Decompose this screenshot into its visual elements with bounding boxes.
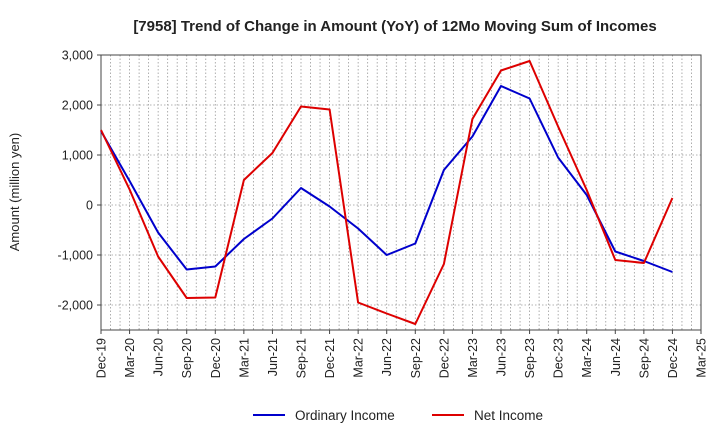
x-tick-label: Dec-19: [95, 338, 109, 378]
plot-area: 3,000 2,000 1,000 0 -1,000 -2,000 Dec-19 Mar-20…: [58, 49, 709, 379]
y-tick-label: 2,000: [62, 99, 93, 113]
x-tick-label: Sep-20: [180, 338, 194, 378]
y-tick-label: -2,000: [58, 299, 93, 313]
x-tick-label: Sep-22: [409, 338, 423, 378]
y-tick-label: 0: [86, 199, 93, 213]
chart-title: [7958] Trend of Change in Amount (YoY) o…: [133, 18, 656, 35]
plot-frame: [100, 54, 702, 331]
legend-label-ordinary-income: Ordinary Income: [295, 408, 395, 423]
x-tick-label: Sep-21: [295, 338, 309, 378]
x-tick-label: Jun-22: [380, 338, 394, 376]
series-line-ordinary-income: [100, 85, 673, 273]
legend-label-net-income: Net Income: [474, 408, 543, 423]
x-tick-label: Mar-25: [695, 338, 709, 378]
x-tick-label: Jun-21: [266, 338, 280, 376]
y-axis-title: Amount (million yen): [7, 133, 22, 252]
x-tick-label: Mar-21: [237, 338, 251, 378]
x-tick-label: Dec-21: [323, 338, 337, 378]
x-tick-label: Dec-24: [666, 338, 680, 378]
y-tick-label: -1,000: [58, 249, 93, 263]
x-tick-label: Sep-24: [637, 338, 651, 378]
x-tick-label: Mar-22: [352, 338, 366, 378]
plot-background: [101, 55, 701, 330]
x-tick-label: Sep-23: [523, 338, 537, 378]
x-tick-label: Dec-22: [437, 338, 451, 378]
x-tick-label: Dec-20: [209, 338, 223, 378]
x-tick-label: Mar-24: [580, 338, 594, 378]
x-tick-label: Jun-24: [609, 338, 623, 376]
x-tick-label: Mar-20: [123, 338, 137, 378]
x-tick-label: Mar-23: [466, 338, 480, 378]
x-tick-label: Jun-23: [495, 338, 509, 376]
y-tick-label: 1,000: [62, 149, 93, 163]
x-tick-label: Jun-20: [152, 338, 166, 376]
y-tick-label: 3,000: [62, 49, 93, 63]
x-tick-label: Dec-23: [552, 338, 566, 378]
series-line-net-income: [100, 60, 674, 325]
legend: Ordinary Income Net Income: [253, 408, 543, 423]
